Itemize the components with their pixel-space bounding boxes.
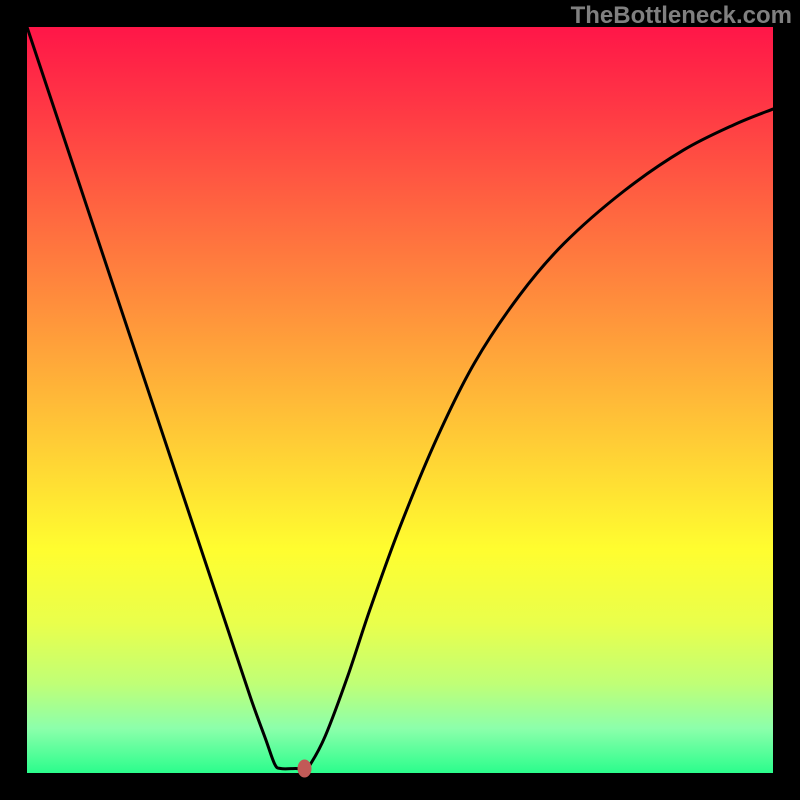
chart-container: TheBottleneck.com <box>0 0 800 800</box>
watermark-text: TheBottleneck.com <box>571 2 792 30</box>
chart-background <box>27 27 773 773</box>
optimal-point-marker <box>298 760 312 778</box>
bottleneck-chart <box>0 0 800 800</box>
